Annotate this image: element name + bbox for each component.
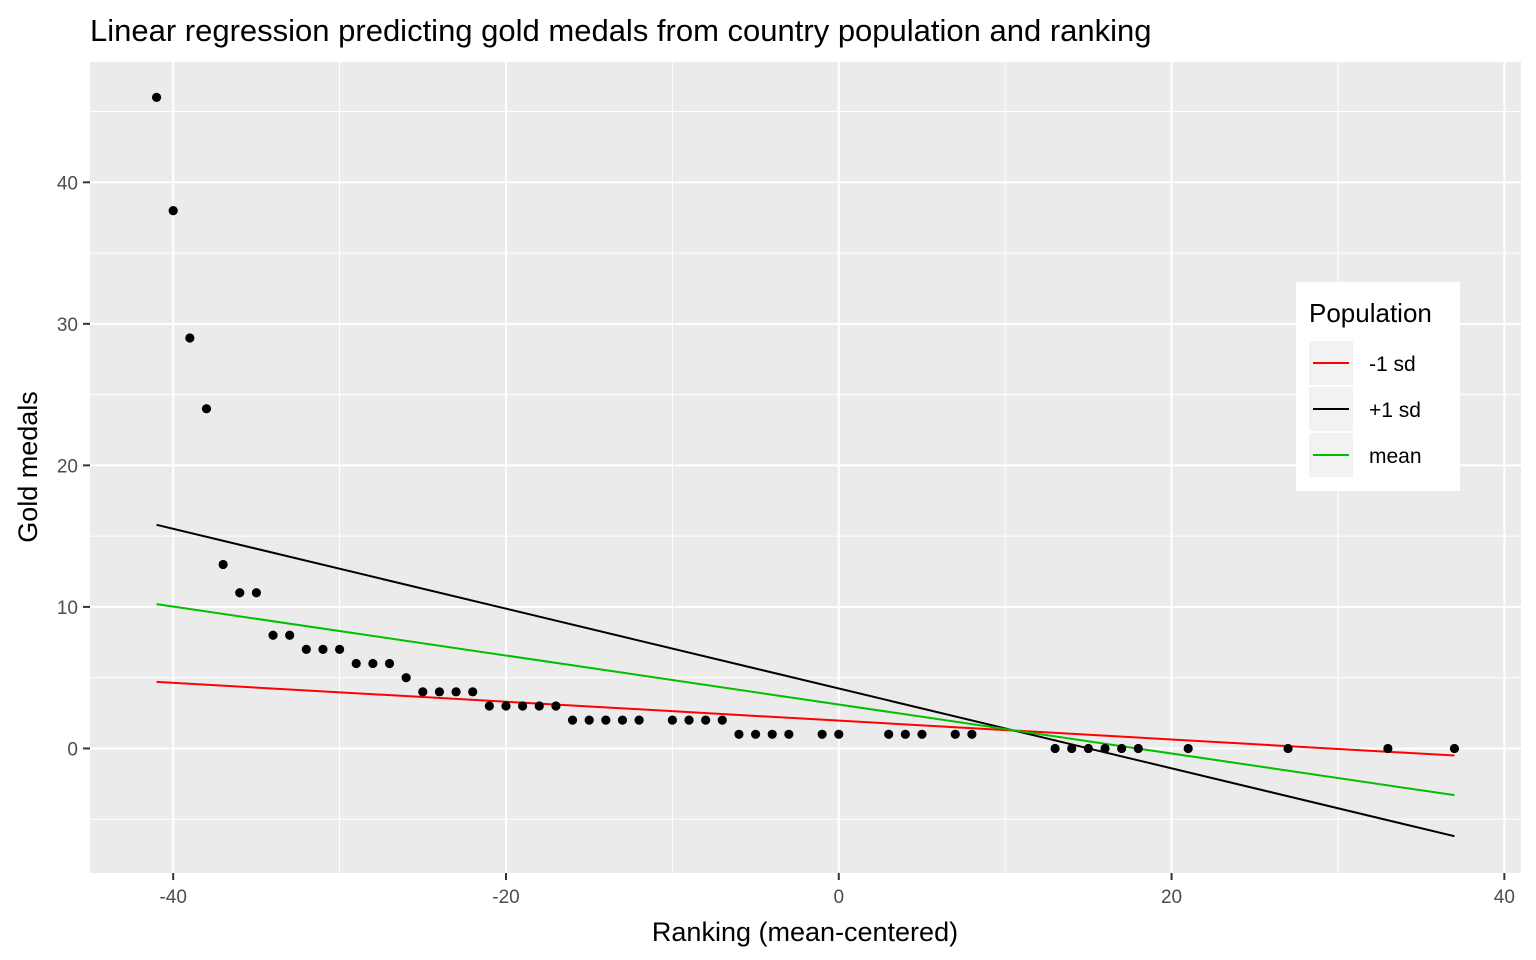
data-point — [1050, 743, 1060, 754]
data-point — [701, 715, 711, 725]
data-point — [518, 701, 528, 711]
data-point — [1283, 743, 1293, 754]
data-point — [318, 644, 328, 654]
data-point — [418, 687, 428, 697]
data-point — [634, 715, 644, 725]
y-tick-label: 30 — [57, 315, 78, 336]
data-point — [1083, 743, 1093, 754]
data-point — [185, 333, 195, 343]
x-tick-label: -20 — [492, 887, 519, 908]
data-point — [1133, 743, 1143, 754]
data-point — [750, 729, 761, 739]
data-point — [667, 715, 677, 725]
series-line-mean — [156, 603, 1455, 797]
y-axis-title: Gold medals — [13, 391, 43, 543]
data-point — [468, 687, 478, 697]
data-point — [285, 630, 295, 640]
x-axis-title: Ranking (mean-centered) — [652, 917, 958, 947]
data-point — [451, 687, 461, 697]
data-point — [967, 729, 977, 739]
axis-ticks — [83, 181, 1506, 880]
x-tick-label: 40 — [1494, 887, 1515, 908]
data-point — [151, 92, 162, 102]
data-point — [268, 630, 278, 640]
series-line-1-sd — [156, 523, 1455, 838]
grid-lines — [90, 62, 1521, 873]
data-point — [401, 673, 411, 683]
regression-lines — [156, 523, 1455, 838]
legend-title: Population — [1309, 298, 1432, 328]
data-point — [351, 658, 361, 669]
chart-title: Linear regression predicting gold medals… — [90, 13, 1152, 48]
series-line-1-sd — [156, 680, 1455, 757]
data-point — [201, 404, 212, 414]
data-point — [817, 729, 827, 739]
data-point — [1067, 743, 1077, 754]
data-point — [834, 729, 844, 739]
y-tick-label: 0 — [67, 739, 78, 760]
data-point — [1383, 743, 1393, 754]
x-tick-label: 0 — [833, 887, 844, 908]
data-point — [301, 644, 311, 654]
legend-label-mean: mean — [1369, 445, 1422, 468]
data-point — [384, 658, 395, 669]
x-tick-labels: -40 -20 0 20 40 — [159, 887, 1514, 908]
data-point — [567, 715, 578, 725]
legend-label-1-sd: +1 sd — [1369, 399, 1421, 422]
data-point — [218, 559, 228, 570]
y-tick-label: 40 — [57, 173, 78, 194]
data-point — [767, 729, 777, 739]
data-point — [617, 715, 628, 725]
x-tick-label: 20 — [1161, 887, 1182, 908]
data-point — [884, 729, 894, 739]
data-point — [551, 701, 561, 711]
plot-panel — [90, 62, 1521, 873]
data-point — [235, 588, 245, 598]
data-point — [601, 715, 611, 725]
y-tick-label: 10 — [57, 598, 78, 619]
data-point — [501, 701, 511, 711]
data-point — [1100, 743, 1110, 754]
legend: Population -1 sd +1 sd mean — [1296, 282, 1460, 491]
data-points — [151, 92, 1460, 754]
legend-entries: -1 sd +1 sd mean — [1309, 341, 1422, 477]
data-point — [368, 658, 378, 669]
data-point — [717, 715, 727, 725]
y-tick-labels: 0 10 20 30 40 — [57, 173, 78, 760]
data-point — [684, 715, 694, 725]
data-point — [251, 588, 261, 598]
data-point — [900, 729, 910, 739]
data-point — [950, 729, 960, 739]
data-point — [1117, 743, 1127, 754]
data-point — [334, 644, 345, 654]
data-point — [484, 701, 494, 711]
x-tick-label: -40 — [159, 887, 186, 908]
data-point — [784, 729, 794, 739]
data-point — [1183, 743, 1193, 754]
data-point — [584, 715, 594, 725]
data-point — [168, 206, 178, 216]
data-point — [734, 729, 744, 739]
y-tick-label: 20 — [57, 456, 78, 477]
data-point — [434, 687, 445, 697]
data-point — [917, 729, 927, 739]
data-point — [1449, 743, 1460, 754]
legend-label-1-sd: -1 sd — [1369, 353, 1416, 376]
data-point — [534, 701, 544, 711]
